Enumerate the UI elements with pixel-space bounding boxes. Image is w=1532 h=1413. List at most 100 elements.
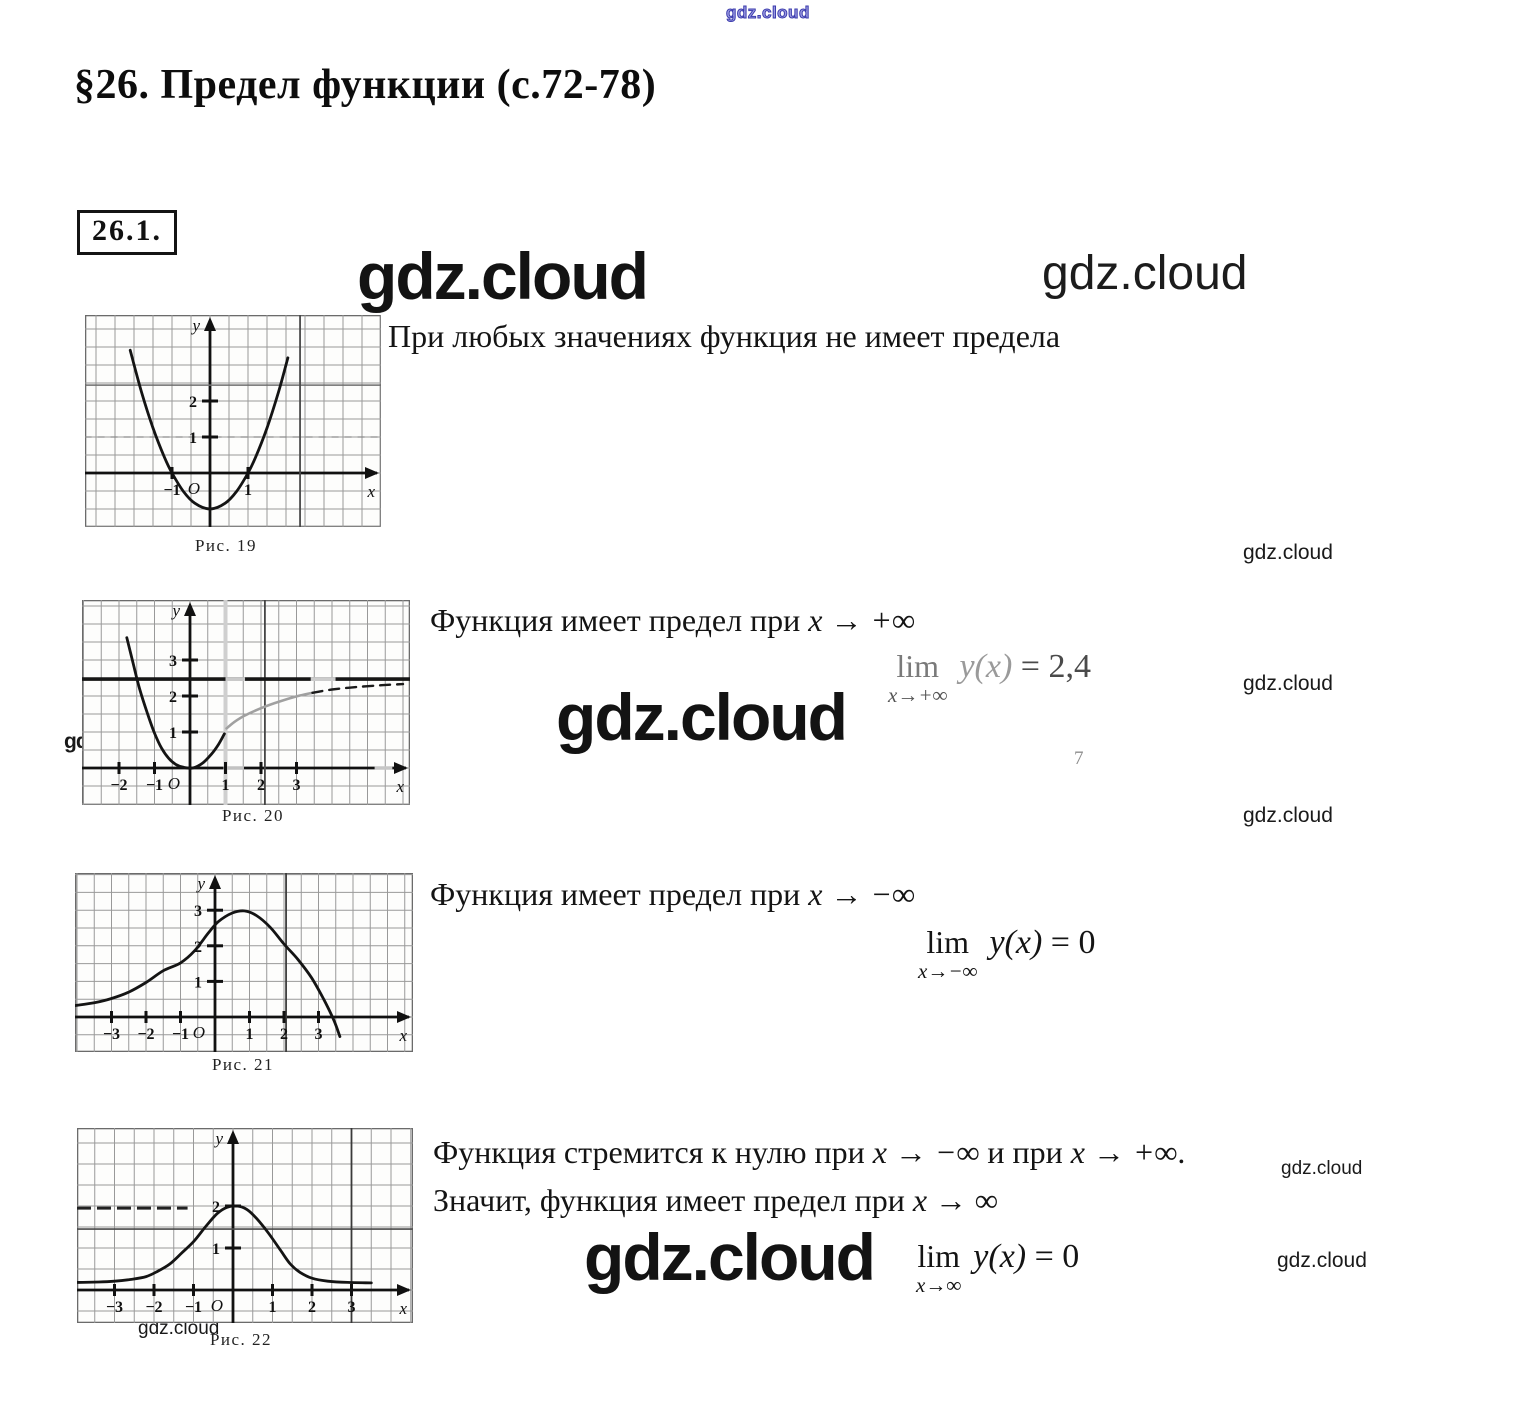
watermark-top: gdz.cloud xyxy=(726,3,810,23)
limit-formula-1: lim x→+∞ y(x) = 2,4 xyxy=(888,650,1091,706)
svg-text:1: 1 xyxy=(222,777,230,794)
svg-text:2: 2 xyxy=(308,1299,316,1316)
watermark-large-3: gdz.cloud xyxy=(584,1220,876,1294)
svg-text:−1: −1 xyxy=(172,1026,189,1043)
svg-text:O: O xyxy=(193,1023,205,1042)
limit-formula-3: lim x→∞ y(x) = 0 xyxy=(916,1240,1079,1296)
limit-expression-1: y(x) = 2,4 xyxy=(959,650,1091,684)
svg-text:2: 2 xyxy=(189,394,197,411)
svg-text:3: 3 xyxy=(315,1026,323,1043)
svg-text:x: x xyxy=(366,482,375,501)
svg-text:2: 2 xyxy=(194,939,202,956)
solution-text-4-mid: и при xyxy=(979,1134,1071,1170)
svg-text:1: 1 xyxy=(246,1026,254,1043)
figure-22-graph: −3 −2 −1 1 2 3 1 2 y x O xyxy=(75,1127,414,1324)
solution-text-3-body: Функция имеет предел при xyxy=(430,876,809,912)
solution-text-1-body: При любых значениях функция не имеет пре… xyxy=(388,318,1061,354)
page-title: §26. Предел функции (с.72-78) xyxy=(74,62,657,108)
solution-text-2-body: Функция имеет предел при xyxy=(430,602,809,638)
svg-text:x: x xyxy=(398,1299,407,1318)
svg-text:y: y xyxy=(170,601,180,620)
figure-19-graph: −1 1 1 2 y x O xyxy=(84,314,382,528)
watermark-small-5: gdz.cloud xyxy=(1277,1249,1367,1272)
solution-text-4-line2-body: Значит, функция имеет предел при xyxy=(433,1182,913,1218)
figure-20-graph: −2 −1 1 2 3 1 2 3 y x O xyxy=(79,599,411,806)
svg-text:O: O xyxy=(211,1296,223,1315)
solution-text-2: Функция имеет предел при x → +∞ xyxy=(430,602,915,639)
solution-text-2-math: x → +∞ xyxy=(808,602,915,638)
solution-text-3: Функция имеет предел при x → −∞ xyxy=(430,876,915,913)
svg-text:1: 1 xyxy=(269,1299,277,1316)
figure-19-caption: Рис. 19 xyxy=(194,536,258,555)
svg-text:1: 1 xyxy=(244,482,252,499)
svg-text:x: x xyxy=(398,1026,407,1045)
watermark-small-3: gdz.cloud xyxy=(1243,804,1333,827)
function-symbol: y(x) xyxy=(973,1238,1027,1275)
limit-formula-2: lim x→−∞ y(x) = 0 xyxy=(918,926,1095,982)
limit-expression-2: y(x) = 0 xyxy=(989,926,1095,960)
svg-text:2: 2 xyxy=(257,777,265,794)
svg-text:1: 1 xyxy=(194,974,202,991)
limit-expression-3: y(x) = 0 xyxy=(973,1240,1079,1274)
watermark-small-2: gdz.cloud xyxy=(1243,672,1333,695)
watermark-large-1: gdz.cloud xyxy=(357,239,649,313)
svg-text:3: 3 xyxy=(169,653,177,670)
watermark-small-1: gdz.cloud xyxy=(1243,541,1333,564)
figure-21-caption: Рис. 21 xyxy=(211,1055,275,1074)
svg-text:−1: −1 xyxy=(146,777,163,794)
watermark-figure-22-bottom: gdz.cloud xyxy=(138,1318,220,1339)
lim-subscript: x→∞ xyxy=(916,1273,962,1297)
svg-text:2: 2 xyxy=(212,1199,220,1216)
limit-value: = 2,4 xyxy=(1012,648,1091,685)
scan-artifact: 7 xyxy=(1074,748,1084,769)
problem-number-badge: 26.1. xyxy=(77,210,177,255)
solution-text-4-math-2: x → +∞ xyxy=(1070,1134,1178,1170)
solution-text-4-line-1: Функция стремится к нулю при x → −∞ и пр… xyxy=(433,1134,1185,1171)
limit-operator-1: lim x→+∞ xyxy=(888,650,947,706)
figure-21-graph: −3 −2 −1 1 2 3 1 2 3 y x O xyxy=(73,872,414,1053)
svg-text:y: y xyxy=(213,1129,223,1148)
watermark-small-4: gdz.cloud xyxy=(1281,1158,1363,1179)
limit-operator-3: lim x→∞ xyxy=(916,1240,961,1296)
solution-text-4-line2-math: x → ∞ xyxy=(912,1182,998,1218)
svg-text:x: x xyxy=(395,777,404,796)
figure-20-caption: Рис. 20 xyxy=(221,806,285,825)
solution-text-3-math: x → −∞ xyxy=(808,876,915,912)
lim-subscript: x→−∞ xyxy=(918,959,978,983)
svg-text:1: 1 xyxy=(169,725,177,742)
lim-word: lim xyxy=(917,1238,960,1274)
svg-text:O: O xyxy=(168,774,180,793)
solution-text-4-math-1: x → −∞ xyxy=(872,1134,980,1170)
svg-text:−3: −3 xyxy=(103,1026,120,1043)
svg-text:O: O xyxy=(188,479,200,498)
svg-text:−2: −2 xyxy=(110,777,127,794)
limit-value: = 0 xyxy=(1042,924,1096,961)
solution-text-1: При любых значениях функция не имеет пре… xyxy=(388,318,1060,355)
watermark-large-2: gdz.cloud xyxy=(556,680,848,754)
svg-text:y: y xyxy=(190,316,200,335)
solution-text-4-period: . xyxy=(1177,1134,1186,1170)
limit-value: = 0 xyxy=(1026,1238,1080,1275)
svg-text:3: 3 xyxy=(293,777,301,794)
svg-text:1: 1 xyxy=(212,1241,220,1258)
lim-word: lim xyxy=(896,648,940,684)
svg-text:2: 2 xyxy=(280,1026,288,1043)
function-symbol: y(x) xyxy=(989,924,1043,961)
svg-text:−1: −1 xyxy=(163,482,180,499)
limit-operator-2: lim x→−∞ xyxy=(918,926,977,982)
function-symbol: y(x) xyxy=(959,648,1013,685)
figure-22-caption: Рис. 22 xyxy=(209,1330,273,1349)
svg-text:−2: −2 xyxy=(137,1026,154,1043)
svg-text:3: 3 xyxy=(348,1299,356,1316)
svg-text:3: 3 xyxy=(194,903,202,920)
svg-text:−2: −2 xyxy=(145,1299,162,1316)
svg-text:y: y xyxy=(195,874,205,893)
lim-subscript: x→+∞ xyxy=(888,683,948,707)
svg-text:1: 1 xyxy=(189,430,197,447)
solution-text-4-line-2: Значит, функция имеет предел при x → ∞ xyxy=(433,1182,998,1219)
watermark-medium-1: gdz.cloud xyxy=(1042,247,1248,300)
lim-word: lim xyxy=(926,924,970,960)
svg-text:−1: −1 xyxy=(185,1299,202,1316)
solution-text-4-body: Функция стремится к нулю при xyxy=(433,1134,873,1170)
